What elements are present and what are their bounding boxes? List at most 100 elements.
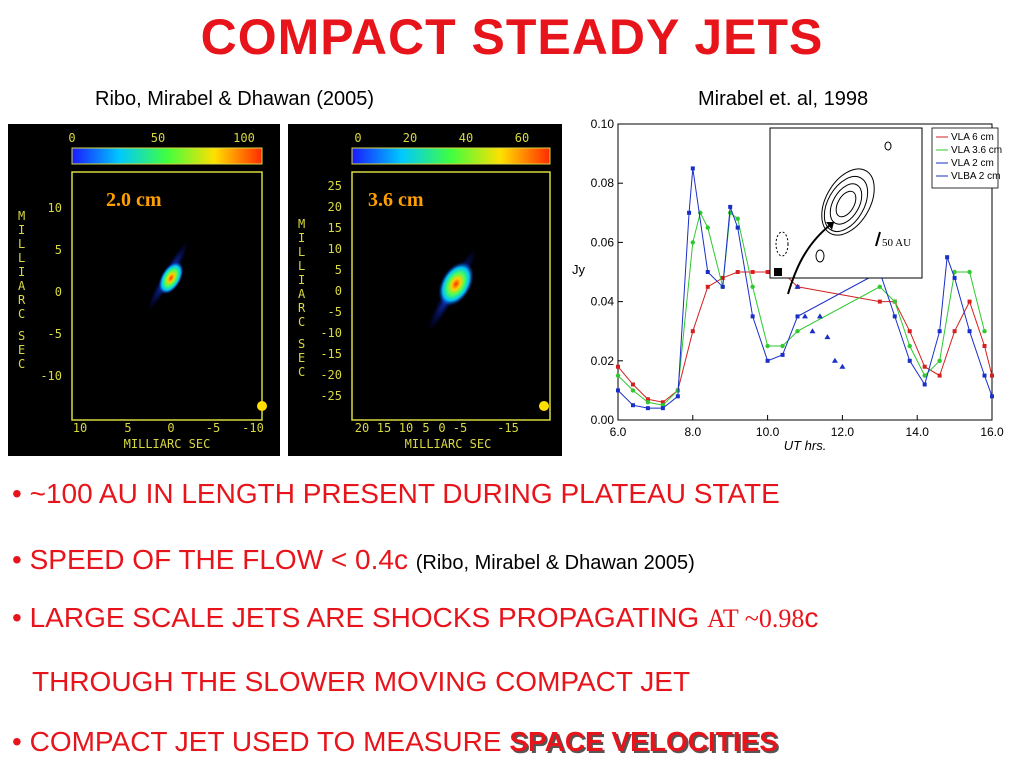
data-point [735,225,740,230]
bullet-speed: AT ~0.98 [706,604,805,633]
data-point [982,373,987,378]
x-tick: 5 [422,421,429,435]
data-point [952,269,957,275]
data-point [839,363,846,369]
legend-entry: VLA 6 cm [951,132,994,143]
legend-box [931,127,999,189]
x-tick: 15 [377,421,391,435]
radio-map-2cm: 0 50 100 2.0 cm 10 5 0 -5 -10 10 5 0 -5 … [8,124,280,456]
x-tick: -5 [206,421,220,435]
legend: VLA 6 cm VLA 3.6 cm VLA 2 cm VLBA 2 cm [931,127,1002,189]
data-point [630,403,635,408]
bullet-marker: • [12,726,30,757]
page-title: COMPACT STEADY JETS [200,9,824,65]
data-point [794,283,801,289]
y-tick-label: 0.08 [591,176,615,190]
y-axis-label: Jy [572,262,586,277]
data-point [952,329,957,334]
data-point [937,358,942,363]
x-axis-title: MILLIARC SEC [124,437,211,451]
data-point [990,373,994,378]
bullet-2: • SPEED OF THE FLOW < 0.4c (Ribo, Mirabe… [12,544,695,576]
data-point [735,216,740,221]
data-point [892,299,897,304]
data-point [907,343,912,349]
y-tick: -10 [320,326,342,340]
data-point [967,299,972,304]
data-point [802,313,808,319]
data-point [952,275,957,280]
x-tick: 20 [355,421,369,435]
data-point [750,314,755,319]
bullet-marker: • [12,544,30,575]
data-point [687,210,692,215]
y-tick: -5 [328,305,342,319]
radio-map-3-6cm: 0 20 40 60 3.6 cm 25 20 15 10 5 0 -5 -10… [288,124,562,456]
y-tick: 20 [328,200,342,214]
data-point [690,240,695,245]
y-tick: 10 [328,242,342,256]
data-point [967,269,972,275]
bullet-4: • COMPACT JET USED TO MEASURE SPACE VELO… [12,726,778,758]
data-point [967,329,972,334]
reference-left: Ribo, Mirabel & Dhawan (2005) [95,88,375,110]
core-emission [158,261,184,295]
data-point [780,343,785,349]
inset-arrow [787,221,835,295]
bullet-text: LARGE SCALE JETS ARE SHOCKS PROPAGATING [29,602,700,633]
colorbar-tick: 0 [68,131,75,145]
data-point [831,357,838,363]
x-tick: -10 [242,421,264,435]
colorbar-tick: 50 [151,131,165,145]
data-point [982,344,987,348]
bullet-emphasis: SPACE VELOCITIES [509,726,778,757]
x-tick-label: 14.0 [906,425,930,439]
data-point [877,299,882,304]
data-point [922,382,927,387]
data-point [705,270,710,274]
data-point [824,334,831,340]
y-tick: 0 [55,285,62,299]
beam-marker [257,401,267,411]
x-tick-label: 8.0 [684,425,701,439]
data-point [990,394,994,399]
bullet-3-continued: THROUGH THE SLOWER MOVING COMPACT JET [32,666,690,698]
data-point [765,358,770,363]
colorbar-tick: 40 [459,131,473,145]
legend-entry: VLA 2 cm [951,158,994,169]
data-point [645,397,650,402]
data-point [945,255,950,260]
y-tick: -15 [320,347,342,361]
y-tick-label: 0.06 [591,235,615,249]
data-point [660,400,665,405]
data-point [720,284,725,289]
y-tick-label: 0.00 [591,413,615,427]
core-emission [438,261,474,307]
map-frame [351,171,551,421]
data-point [728,204,733,209]
colorbar-tick: 0 [354,131,361,145]
colorbar-tick: 20 [403,131,417,145]
data-point [616,364,620,369]
inset-beam [774,268,782,276]
data-point [645,400,651,405]
y-tick-label: 0.02 [591,354,615,368]
data-point [765,343,770,349]
bullet-3: • LARGE SCALE JETS ARE SHOCKS PROPAGATIN… [12,602,818,634]
x-tick-label: 12.0 [831,425,855,439]
x-tick-label: 16.0 [980,425,1004,439]
data-point [907,329,912,334]
bullet-speed-unit: c [804,602,819,633]
data-point [922,364,927,369]
reference-right: Mirabel et. al, 1998 [698,88,869,110]
bullet-reference: (Ribo, Mirabel & Dhawan 2005) [415,552,695,574]
data-point [675,394,680,399]
x-tick: -5 [453,421,467,435]
legend-entry: VLA 3.6 cm [951,145,1002,156]
x-tick: 5 [124,421,131,435]
x-tick: 10 [399,421,413,435]
data-point [922,373,927,378]
bullet-1: • ~100 AU IN LENGTH PRESENT DURING PLATE… [12,478,780,510]
data-point [795,329,800,334]
data-point [750,270,755,274]
